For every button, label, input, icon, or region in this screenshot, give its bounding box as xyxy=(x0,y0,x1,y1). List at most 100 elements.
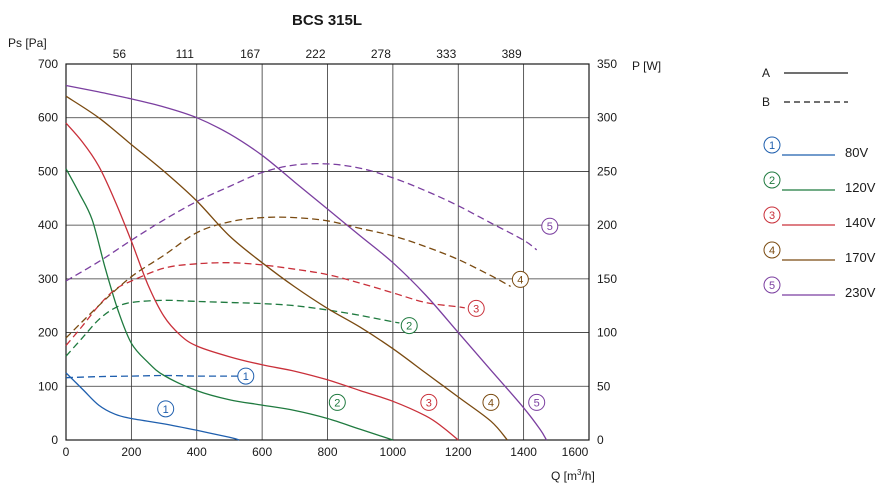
y-left-tick-label: 500 xyxy=(38,164,58,178)
y-right-tick-label: 50 xyxy=(597,379,611,393)
marker-circle xyxy=(467,299,485,317)
power-curve-marker-1: 1 xyxy=(237,367,255,385)
x-axis-label-superscript: 3 xyxy=(577,468,582,477)
x-tick-label: 200 xyxy=(121,445,141,459)
x-axis-label-prefix: Q [m xyxy=(551,469,577,483)
x-tick-label: 1200 xyxy=(445,445,472,459)
legend: A B 1 80V 2 120V 3 140V 4 170V 5 230V xyxy=(762,66,876,300)
marker-number: 5 xyxy=(547,221,553,233)
marker-circle xyxy=(328,393,346,411)
curves xyxy=(65,84,548,441)
pressure-curve-marker-4: 4 xyxy=(482,393,500,411)
marker-number: 2 xyxy=(406,321,412,333)
chart-title: BCS 315L xyxy=(292,12,362,29)
left-axis-label: Ps [Pa] xyxy=(8,36,47,50)
legend-series-name: 170V xyxy=(845,250,876,265)
x-tick-label: 800 xyxy=(317,445,337,459)
x-tick-label: 1400 xyxy=(510,445,537,459)
marker-number: 3 xyxy=(769,210,775,222)
top-axis-tick-label: 56 xyxy=(113,47,127,61)
legend-marker-5: 5 xyxy=(763,276,781,294)
power-curve-2 xyxy=(65,299,400,357)
power-curve-marker-2: 2 xyxy=(400,317,418,335)
y-right-tick-label: 100 xyxy=(597,326,617,340)
grid xyxy=(66,64,589,440)
x-axis-label-suffix: /h] xyxy=(581,469,594,483)
pressure-curve-marker-5: 5 xyxy=(528,393,546,411)
marker-circle xyxy=(763,136,781,154)
power-curve-3 xyxy=(65,262,465,346)
marker-circle xyxy=(528,393,546,411)
legend-marker-2: 2 xyxy=(763,171,781,189)
marker-circle xyxy=(763,276,781,294)
y-right-tick-label: 150 xyxy=(597,272,617,286)
y-left-tick-label: 200 xyxy=(38,326,58,340)
x-axis-label: Q [m3/h] xyxy=(551,468,595,483)
power-curve-4 xyxy=(65,216,511,339)
legend-series-name: 230V xyxy=(845,285,876,300)
legend-series-name: 120V xyxy=(845,180,876,195)
power-curve-1 xyxy=(65,374,240,379)
marker-number: 4 xyxy=(488,397,494,409)
y-left-tick-label: 400 xyxy=(38,218,58,232)
legend-series-name: 140V xyxy=(845,215,876,230)
pressure-curve-marker-1: 1 xyxy=(157,400,175,418)
marker-number: 5 xyxy=(534,397,540,409)
plot-frame xyxy=(65,63,590,441)
power-curve-marker-5: 5 xyxy=(541,217,559,235)
marker-number: 5 xyxy=(769,280,775,292)
marker-circle xyxy=(157,400,175,418)
marker-circle xyxy=(763,241,781,259)
curve-markers: 1 1 2 2 3 3 4 4 5 5 xyxy=(157,217,559,418)
marker-number: 3 xyxy=(426,397,432,409)
top-axis-tick-label: 333 xyxy=(436,47,456,61)
y-right-tick-label: 300 xyxy=(597,111,617,125)
x-tick-label: 400 xyxy=(187,445,207,459)
marker-number: 1 xyxy=(243,371,249,383)
y-left-tick-label: 0 xyxy=(51,433,58,447)
power-curve-marker-3: 3 xyxy=(467,299,485,317)
marker-circle xyxy=(541,217,559,235)
marker-circle xyxy=(763,171,781,189)
marker-circle xyxy=(511,270,529,288)
top-axis-tick-label: 111 xyxy=(176,47,195,61)
marker-circle xyxy=(237,367,255,385)
pressure-curve-3 xyxy=(65,122,459,441)
legend-series-name: 80V xyxy=(845,145,868,160)
marker-circle xyxy=(763,206,781,224)
x-tick-label: 600 xyxy=(252,445,272,459)
y-left-tick-label: 700 xyxy=(38,57,58,71)
legend-marker-1: 1 xyxy=(763,136,781,154)
marker-number: 2 xyxy=(334,397,340,409)
top-axis-tick-label: 278 xyxy=(371,47,391,61)
y-left-tick-label: 600 xyxy=(38,111,58,125)
legend-marker-4: 4 xyxy=(763,241,781,259)
legend-style-label: B xyxy=(762,95,770,109)
y-right-tick-label: 200 xyxy=(597,218,617,232)
pressure-curve-4 xyxy=(65,95,508,441)
marker-circle xyxy=(420,393,438,411)
y-left-tick-label: 100 xyxy=(38,379,58,393)
pressure-curve-5 xyxy=(65,84,548,441)
pressure-curve-1 xyxy=(65,372,240,441)
y-left-tick-label: 300 xyxy=(38,272,58,286)
legend-marker-3: 3 xyxy=(763,206,781,224)
marker-number: 1 xyxy=(163,404,169,416)
power-curve-marker-4: 4 xyxy=(511,270,529,288)
y-right-tick-label: 0 xyxy=(597,433,604,447)
pressure-curve-2 xyxy=(65,168,394,441)
marker-circle xyxy=(482,393,500,411)
top-axis-tick-label: 389 xyxy=(502,47,522,61)
top-axis-tick-label: 222 xyxy=(305,47,325,61)
x-tick-label: 1000 xyxy=(380,445,407,459)
top-axis-tick-label: 167 xyxy=(240,47,260,61)
y-right-tick-label: 350 xyxy=(597,57,617,71)
axes: 0 200 400 600 800 1000 1200 1400 160001002003004… xyxy=(38,47,617,459)
marker-number: 2 xyxy=(769,175,775,187)
y-right-tick-label: 250 xyxy=(597,164,617,178)
pressure-curve-marker-2: 2 xyxy=(328,393,346,411)
marker-number: 1 xyxy=(769,140,775,152)
power-curve-5 xyxy=(65,163,538,282)
pressure-curve-marker-3: 3 xyxy=(420,393,438,411)
